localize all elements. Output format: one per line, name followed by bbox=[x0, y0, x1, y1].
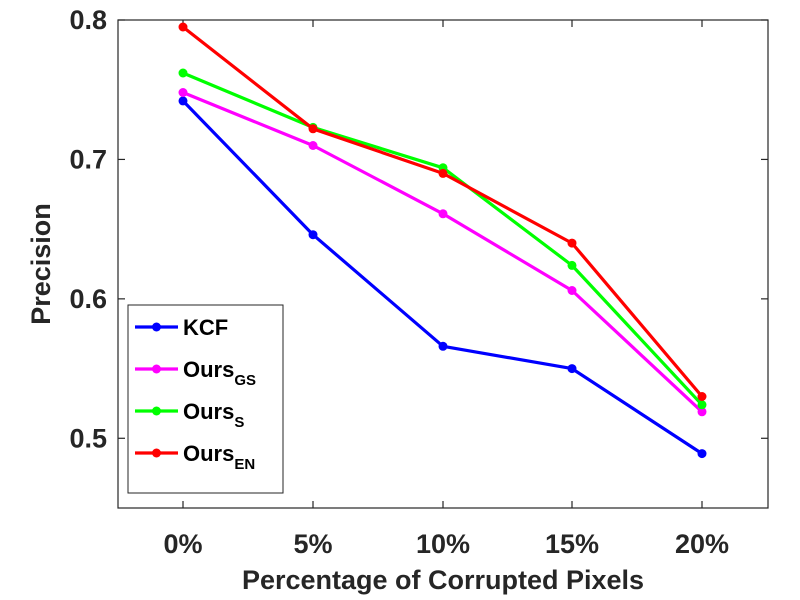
y-tick-label: 0.5 bbox=[69, 423, 107, 453]
legend-item: OursS bbox=[135, 399, 244, 431]
series-kcf bbox=[178, 96, 707, 459]
data-point bbox=[438, 168, 448, 178]
legend-label: OursEN bbox=[183, 441, 255, 473]
data-point bbox=[567, 260, 577, 270]
y-tick-label: 0.8 bbox=[69, 5, 107, 35]
data-point bbox=[178, 96, 188, 106]
data-point bbox=[438, 209, 448, 219]
legend-item: OursGS bbox=[135, 357, 256, 389]
data-point bbox=[308, 124, 318, 134]
legend-label-main: KCF bbox=[183, 315, 228, 340]
tick-labels: 0% 5% 10% 15% 20% 0.5 0.6 0.7 0.8 bbox=[69, 5, 729, 559]
data-point bbox=[697, 392, 707, 401]
data-point bbox=[567, 286, 577, 295]
legend-label-main: Ours bbox=[183, 399, 234, 424]
legend-swatch-marker bbox=[152, 448, 161, 458]
legend-swatch-marker bbox=[152, 322, 161, 332]
data-point bbox=[697, 407, 707, 417]
legend-label-main: Ours bbox=[183, 357, 234, 382]
data-point bbox=[438, 341, 448, 351]
data-point bbox=[178, 22, 188, 32]
legend-label-subscript: EN bbox=[234, 456, 255, 473]
legend-label-subscript: GS bbox=[234, 372, 256, 389]
x-tick-label: 0% bbox=[163, 529, 202, 559]
y-axis-label: Precision bbox=[26, 203, 56, 325]
x-tick-label: 20% bbox=[675, 529, 729, 559]
legend-item: KCF bbox=[135, 315, 228, 340]
x-axis-label: Percentage of Corrupted Pixels bbox=[242, 565, 644, 595]
series-layer bbox=[178, 22, 707, 459]
data-point bbox=[308, 230, 318, 240]
legend-label: KCF bbox=[183, 315, 228, 340]
legend-box bbox=[127, 304, 284, 494]
legend-label: OursS bbox=[183, 399, 244, 431]
data-point bbox=[697, 449, 707, 459]
x-tick-label: 15% bbox=[545, 529, 599, 559]
legend-swatch-marker bbox=[152, 364, 161, 374]
legend-label-main: Ours bbox=[183, 441, 234, 466]
axis-ticks bbox=[118, 19, 768, 508]
series-ours-gs bbox=[178, 88, 707, 417]
legend-label-subscript: S bbox=[234, 414, 244, 431]
legend-item: OursEN bbox=[135, 441, 255, 473]
x-tick-label: 5% bbox=[293, 529, 332, 559]
x-tick-label: 10% bbox=[416, 529, 470, 559]
data-point bbox=[308, 141, 318, 150]
series-ours-en bbox=[178, 22, 707, 401]
data-point bbox=[178, 68, 188, 78]
data-point bbox=[567, 238, 577, 248]
data-point bbox=[567, 364, 577, 374]
data-point bbox=[178, 88, 188, 97]
legend-label: OursGS bbox=[183, 357, 256, 389]
y-tick-label: 0.7 bbox=[69, 144, 107, 174]
legend-swatch-marker bbox=[152, 406, 161, 416]
y-tick-label: 0.6 bbox=[69, 284, 107, 314]
data-point bbox=[697, 400, 707, 410]
